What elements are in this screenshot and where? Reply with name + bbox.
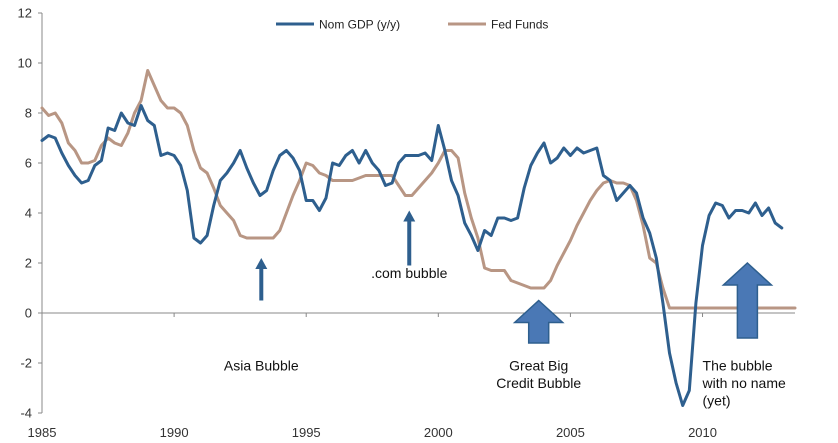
annotation-arrow-block: [512, 299, 565, 344]
x-tick-label: 2010: [688, 425, 717, 440]
x-tick-label: 2000: [424, 425, 453, 440]
y-tick-label: 8: [25, 106, 32, 121]
annotation-text: (yet): [703, 393, 731, 409]
annotation-text: Great Big: [509, 358, 568, 374]
y-tick-label: 10: [18, 56, 32, 71]
series-line-fed-funds: [40, 69, 797, 310]
y-tick-label: -2: [20, 356, 32, 371]
annotation-text: Asia Bubble: [224, 358, 299, 374]
y-tick-label: -4: [20, 406, 32, 421]
y-tick-label: 2: [25, 256, 32, 271]
annotation-text: .com bubble: [371, 265, 447, 281]
y-tick-label: 4: [25, 206, 32, 221]
annotation-arrow-head: [255, 258, 268, 269]
x-tick-label: 1985: [28, 425, 57, 440]
annotation-text: The bubble: [703, 358, 773, 374]
y-tick-label: 0: [25, 306, 32, 321]
series-layer: [40, 69, 797, 407]
legend: Nom GDP (y/y) Fed Funds: [276, 18, 548, 32]
series-line-nom-gdp: [40, 104, 784, 407]
annotation-arrow-head: [403, 210, 416, 222]
axes: -4 -2 0 2 4 6 8 10 12 1985 1990 1995 2000 2005 2010: [18, 6, 795, 440]
y-tick-label: 12: [18, 6, 32, 21]
legend-fed-funds-label: Fed Funds: [491, 18, 548, 32]
annotation-text: Credit Bubble: [496, 375, 581, 391]
annotation-arrow-block: [721, 261, 774, 339]
x-tick-label: 1995: [292, 425, 321, 440]
x-tick-label: 1990: [160, 425, 189, 440]
annotation-text: with no name: [702, 375, 786, 391]
y-tick-label: 6: [25, 156, 32, 171]
x-tick-label: 2005: [556, 425, 585, 440]
legend-nom-gdp-label: Nom GDP (y/y): [319, 18, 400, 32]
